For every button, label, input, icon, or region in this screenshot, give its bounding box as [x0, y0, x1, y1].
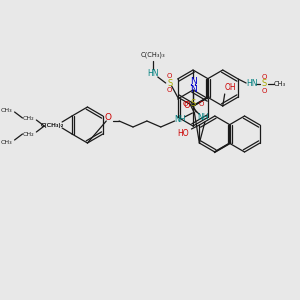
Text: HN: HN [246, 80, 258, 88]
Text: S: S [190, 100, 196, 109]
Text: O: O [261, 88, 267, 94]
Text: OH: OH [225, 83, 236, 92]
Text: O: O [198, 101, 204, 107]
Text: N: N [190, 85, 196, 94]
Text: O: O [182, 101, 188, 107]
Text: NH: NH [197, 113, 209, 122]
Text: HN: HN [147, 68, 159, 77]
Text: CH₂: CH₂ [22, 131, 34, 136]
Text: O: O [167, 73, 172, 79]
Text: C(CH₃)₃: C(CH₃)₃ [140, 52, 165, 58]
Text: HO: HO [178, 128, 189, 137]
Text: NH: NH [174, 116, 185, 124]
Text: CH₃: CH₃ [1, 140, 12, 145]
Text: O: O [167, 87, 172, 93]
Text: S: S [167, 79, 172, 88]
Text: N: N [190, 76, 196, 85]
Text: O: O [261, 74, 267, 80]
Text: O: O [183, 100, 190, 109]
Text: CH₃: CH₃ [274, 81, 286, 87]
Text: S: S [261, 80, 267, 88]
Text: C(CH₃)₂: C(CH₃)₂ [40, 124, 64, 128]
Text: CH₂: CH₂ [22, 116, 34, 121]
Text: C(CH₃)₂: C(CH₃)₂ [40, 124, 64, 128]
Text: O: O [105, 113, 112, 122]
Text: CH₃: CH₃ [1, 107, 12, 112]
